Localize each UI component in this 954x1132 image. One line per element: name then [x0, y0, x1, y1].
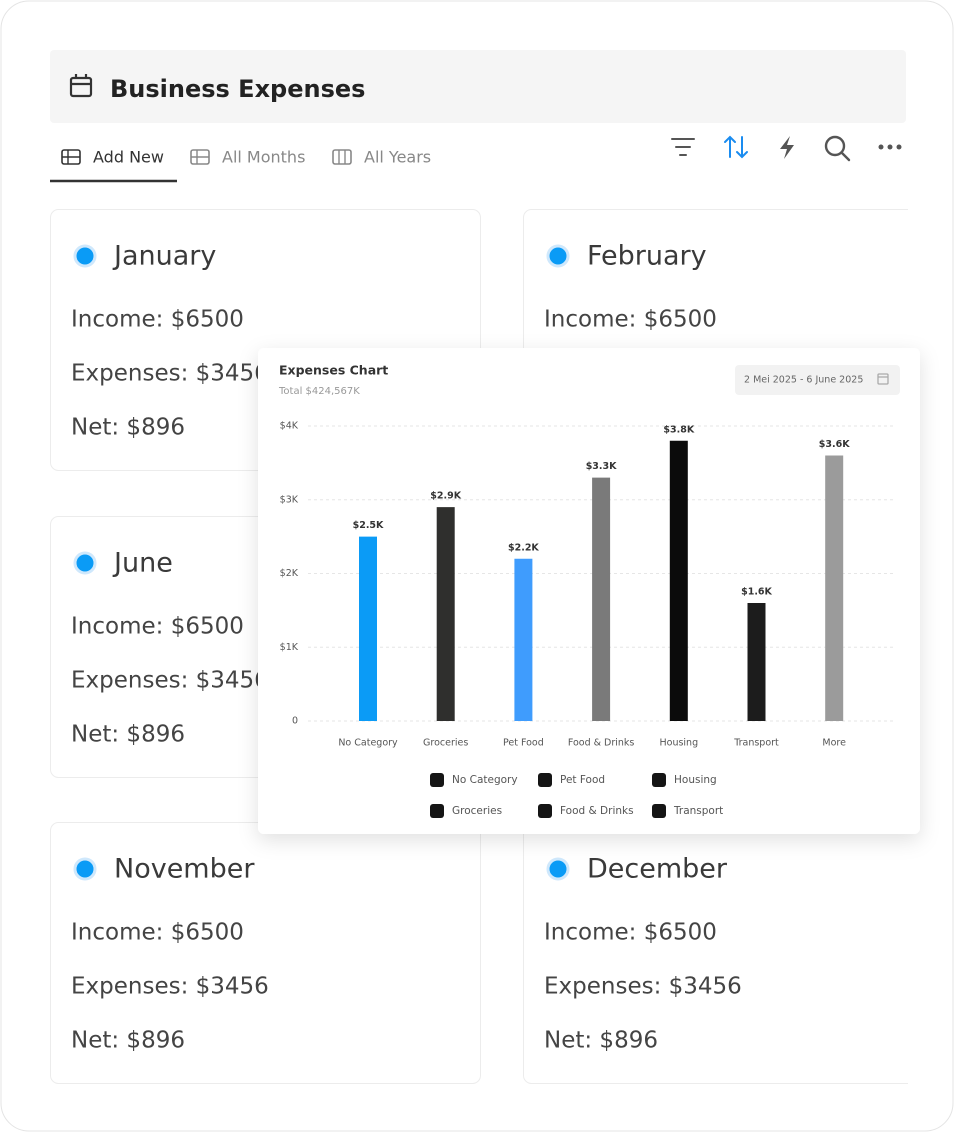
legend-label: Pet Food — [560, 774, 605, 786]
tab-label: All Months — [222, 148, 305, 167]
chart-title: Expenses Chart — [279, 363, 388, 378]
x-tick-label: Transport — [733, 738, 779, 749]
value-label: $1.6K — [741, 587, 772, 598]
tab-label: Add New — [93, 148, 164, 167]
status-dot — [73, 551, 97, 575]
legend-swatch — [538, 804, 552, 818]
page-title: Business Expenses — [110, 75, 365, 103]
status-dot — [546, 244, 570, 268]
value-label: $3.6K — [819, 439, 850, 450]
card-title: January — [112, 241, 216, 272]
card-line: Income: $6500 — [544, 307, 717, 333]
x-tick-label: Groceries — [423, 738, 468, 749]
x-tick-label: Housing — [659, 738, 698, 749]
header-bar — [50, 50, 906, 123]
card-line: Income: $6500 — [544, 920, 717, 946]
y-tick-label: $1K — [280, 642, 299, 653]
bar — [359, 536, 377, 721]
tab-label: All Years — [364, 148, 431, 167]
card-line: Net: $896 — [544, 1028, 658, 1054]
value-label: $2.2K — [508, 542, 539, 553]
x-tick-label: Food & Drinks — [568, 738, 635, 749]
search-icon[interactable] — [824, 135, 851, 162]
value-label: $2.5K — [353, 520, 384, 531]
bar — [592, 477, 611, 721]
bar — [514, 558, 533, 721]
x-tick-label: More — [822, 738, 846, 749]
legend-swatch — [652, 773, 666, 787]
toolbar[interactable] — [671, 135, 902, 162]
card-line: Net: $896 — [71, 415, 185, 441]
bar — [669, 440, 688, 721]
card-title: December — [587, 854, 728, 885]
sort-icon[interactable] — [724, 135, 748, 159]
calendar-icon — [69, 74, 93, 98]
status-dot — [73, 857, 97, 881]
x-tick-label: Pet Food — [503, 738, 544, 749]
month-card[interactable]: November Income: $6500 Expenses: $3456 Net:… — [50, 822, 481, 1084]
status-dot — [73, 244, 97, 268]
date-picker[interactable] — [735, 365, 900, 395]
tabs[interactable]: Add New All Months All Years — [61, 148, 431, 167]
date-range: 2 Mei 2025 - 6 June 2025 — [744, 375, 863, 386]
card-line: Expenses: $3456 — [71, 361, 269, 387]
card-line: Net: $896 — [71, 722, 185, 748]
y-tick-label: $2K — [280, 568, 299, 579]
legend-item[interactable]: Housing — [652, 773, 717, 787]
legend-label: Housing — [674, 774, 717, 786]
card-line: Income: $6500 — [71, 614, 244, 640]
legend-label: Groceries — [452, 805, 502, 817]
legend-swatch — [430, 804, 444, 818]
value-label: $3.8K — [663, 424, 694, 435]
legend-item[interactable]: Transport — [652, 804, 723, 818]
filter-icon[interactable] — [671, 138, 695, 156]
legend-swatch — [652, 804, 666, 818]
chart-subtitle: Total $424,567K — [278, 386, 360, 397]
card-title: November — [114, 854, 255, 885]
status-dot — [546, 857, 570, 881]
card-title: June — [112, 548, 173, 579]
legend-item[interactable]: Pet Food — [538, 773, 605, 787]
tab-icon — [332, 149, 352, 165]
tab[interactable]: All Months — [190, 148, 305, 167]
legend-item[interactable]: Groceries — [430, 804, 502, 818]
month-card[interactable]: December Income: $6500 Expenses: $3456 Net:… — [523, 822, 954, 1084]
card-line: Income: $6500 — [71, 307, 244, 333]
card-line: Income: $6500 — [71, 920, 244, 946]
tab[interactable]: Add New — [61, 148, 164, 167]
y-tick-label: $4K — [280, 421, 299, 432]
chart-panel: Expenses Chart Total $424,567K 2 Mei 202… — [258, 348, 920, 834]
x-tick-label: No Category — [338, 738, 398, 749]
legend-swatch — [430, 773, 444, 787]
card-line: Expenses: $3456 — [71, 668, 269, 694]
legend-item[interactable]: Food & Drinks — [538, 804, 634, 818]
legend-label: No Category — [452, 774, 518, 786]
card-line: Expenses: $3456 — [544, 974, 742, 1000]
automation-icon[interactable] — [780, 136, 794, 159]
card-title: February — [587, 241, 707, 272]
tab[interactable]: All Years — [332, 148, 431, 167]
legend-label: Food & Drinks — [560, 805, 634, 817]
date-icon — [877, 373, 889, 385]
legend-label: Transport — [673, 805, 723, 817]
legend-item[interactable]: No Category — [430, 773, 518, 787]
bar — [747, 603, 766, 721]
card-line: Net: $896 — [71, 1028, 185, 1054]
y-tick-label: $3K — [280, 494, 299, 505]
more-icon[interactable] — [878, 144, 902, 150]
value-label: $3.3K — [586, 461, 617, 472]
bar — [436, 507, 455, 721]
y-tick-label: 0 — [292, 716, 298, 727]
chart-card — [258, 348, 920, 834]
value-label: $2.9K — [430, 491, 461, 502]
card-line: Expenses: $3456 — [71, 974, 269, 1000]
legend-swatch — [538, 773, 552, 787]
bar — [825, 455, 844, 721]
